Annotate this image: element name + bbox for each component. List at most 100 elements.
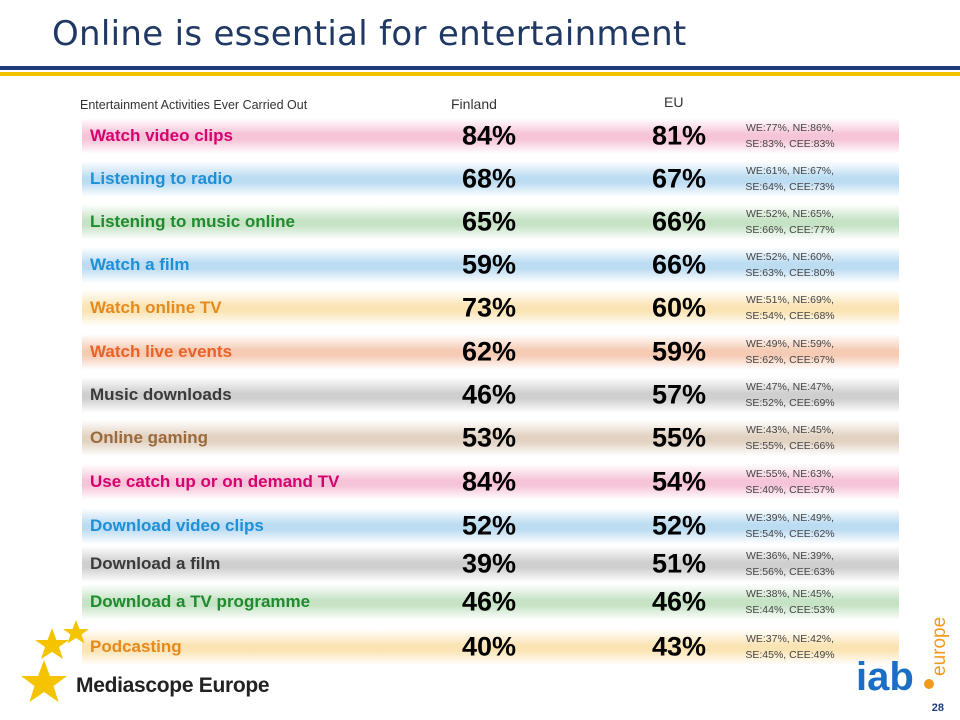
region-breakdown-line: SE:52%, CEE:69% — [745, 397, 835, 409]
activity-row: Watch live events 62% 59% WE:49%, NE:59%, SE… — [82, 334, 899, 370]
finland-value: 59% — [462, 249, 517, 280]
finland-value: 73% — [462, 292, 517, 323]
region-breakdown-line: WE:61%, NE:67%, — [745, 165, 835, 177]
activity-label: Listening to radio — [90, 169, 233, 188]
eu-value: 66% — [652, 206, 707, 237]
region-breakdown-line: SE:66%, CEE:77% — [745, 224, 835, 236]
finland-value: 62% — [462, 336, 517, 367]
activity-row: Watch a film 59% 66% WE:52%, NE:60%, SE:63%,… — [82, 247, 899, 283]
title-rule-yellow — [0, 72, 960, 76]
region-breakdown: WE:61%, NE:67%, SE:64%, CEE:73% — [740, 163, 840, 195]
activity-label: Watch a film — [90, 255, 190, 274]
activity-row: Listening to radio 68% 67% WE:61%, NE:67%, S… — [82, 161, 899, 197]
mediascope-brand: Mediascope Europe — [76, 674, 270, 697]
finland-value: 65% — [462, 206, 517, 237]
region-breakdown: WE:36%, NE:39%, SE:56%, CEE:63% — [740, 548, 840, 580]
region-breakdown-line: WE:77%, NE:86%, — [745, 122, 835, 134]
iab-europe-text: europe — [929, 617, 950, 676]
finland-value: 84% — [462, 466, 517, 497]
activity-row: Watch video clips 84% 81% WE:77%, NE:86%, SE… — [82, 118, 899, 154]
region-breakdown-line: WE:38%, NE:45%, — [745, 588, 835, 600]
title-rule-blue — [0, 66, 960, 70]
eu-value: 54% — [652, 466, 707, 497]
activity-row: Download video clips 52% 52% WE:39%, NE:49%… — [82, 508, 899, 544]
eu-value: 43% — [652, 631, 707, 662]
region-breakdown-line: WE:36%, NE:39%, — [745, 550, 835, 562]
region-breakdown-line: SE:62%, CEE:67% — [745, 354, 835, 366]
region-breakdown: WE:51%, NE:69%, SE:54%, CEE:68% — [740, 292, 840, 324]
region-breakdown: WE:47%, NE:47%, SE:52%, CEE:69% — [740, 379, 840, 411]
activity-label: Listening to music online — [90, 212, 295, 231]
region-breakdown: WE:55%, NE:63%, SE:40%, CEE:57% — [740, 466, 840, 498]
activity-label: Online gaming — [90, 428, 209, 447]
activity-label: Download video clips — [90, 516, 264, 535]
star-icon — [63, 620, 89, 644]
eu-value: 57% — [652, 379, 707, 410]
finland-value: 46% — [462, 379, 517, 410]
region-breakdown-line: SE:40%, CEE:57% — [745, 484, 835, 496]
region-breakdown-line: WE:43%, NE:45%, — [745, 424, 835, 436]
region-breakdown-line: WE:49%, NE:59%, — [745, 338, 835, 350]
eu-value: 51% — [652, 548, 707, 579]
activity-row: Listening to music online 65% 66% WE:52%, N… — [82, 204, 899, 240]
finland-value: 53% — [462, 422, 517, 453]
iab-letters: iab — [856, 655, 914, 699]
region-breakdown-line: SE:54%, CEE:68% — [745, 310, 835, 322]
activity-row: Watch online TV 73% 60% WE:51%, NE:69%, SE:5… — [82, 290, 899, 326]
region-breakdown-line: SE:45%, CEE:49% — [745, 649, 835, 661]
region-breakdown-line: SE:55%, CEE:66% — [745, 440, 835, 452]
finland-value: 52% — [462, 510, 517, 541]
page-title: Online is essential for entertainment — [52, 14, 687, 54]
finland-value: 46% — [462, 586, 517, 617]
star-icon — [35, 628, 69, 659]
region-breakdown-line: WE:37%, NE:42%, — [745, 633, 835, 645]
finland-value: 84% — [462, 120, 517, 151]
region-breakdown: WE:39%, NE:49%, SE:54%, CEE:62% — [740, 510, 840, 542]
eu-value: 81% — [652, 120, 707, 151]
finland-value: 68% — [462, 163, 517, 194]
region-breakdown-line: SE:83%, CEE:83% — [745, 138, 835, 150]
activity-label: Download a film — [90, 554, 221, 573]
page-number: 28 — [931, 702, 944, 714]
region-breakdown-line: WE:52%, NE:65%, — [745, 208, 835, 220]
activity-label: Watch online TV — [90, 298, 222, 317]
region-breakdown-line: SE:44%, CEE:53% — [745, 604, 835, 616]
eu-value: 52% — [652, 510, 707, 541]
eu-value: 46% — [652, 586, 707, 617]
eu-value: 60% — [652, 292, 707, 323]
eu-header: EU — [664, 94, 684, 110]
activity-row: Podcasting 40% 43% WE:37%, NE:42%, SE:45%, C… — [82, 629, 899, 665]
finland-header: Finland — [451, 96, 497, 112]
eu-stars-logo — [21, 620, 89, 702]
region-breakdown: WE:52%, NE:60%, SE:63%, CEE:80% — [740, 249, 840, 281]
region-breakdown-line: SE:64%, CEE:73% — [745, 181, 835, 193]
region-breakdown-line: SE:54%, CEE:62% — [745, 528, 835, 540]
iab-dot — [924, 679, 934, 689]
activity-label: Music downloads — [90, 385, 232, 404]
region-breakdown: WE:52%, NE:65%, SE:66%, CEE:77% — [740, 206, 840, 238]
finland-value: 39% — [462, 548, 517, 579]
activity-label: Use catch up or on demand TV — [90, 472, 340, 491]
activity-row: Use catch up or on demand TV 84% 54% WE:55%… — [82, 464, 899, 500]
region-breakdown: WE:43%, NE:45%, SE:55%, CEE:66% — [740, 422, 840, 454]
region-breakdown: WE:38%, NE:45%, SE:44%, CEE:53% — [740, 586, 840, 618]
eu-value: 67% — [652, 163, 707, 194]
region-breakdown-line: WE:47%, NE:47%, — [745, 381, 835, 393]
iab-europe-logo: iab europe — [856, 617, 950, 699]
region-breakdown-line: WE:51%, NE:69%, — [745, 294, 835, 306]
activity-row: Download a film 39% 51% WE:36%, NE:39%, SE:5… — [82, 546, 899, 582]
activity-label: Podcasting — [90, 637, 182, 656]
star-icon — [21, 660, 67, 702]
activity-row: Music downloads 46% 57% WE:47%, NE:47%, SE:5… — [82, 377, 899, 413]
finland-value: 40% — [462, 631, 517, 662]
eu-value: 66% — [652, 249, 707, 280]
region-breakdown-line: SE:63%, CEE:80% — [745, 267, 835, 279]
activity-row: Online gaming 53% 55% WE:43%, NE:45%, SE:55%… — [82, 420, 899, 456]
region-breakdown: WE:77%, NE:86%, SE:83%, CEE:83% — [740, 120, 840, 152]
region-breakdown-line: SE:56%, CEE:63% — [745, 566, 835, 578]
region-breakdown: WE:49%, NE:59%, SE:62%, CEE:67% — [740, 336, 840, 368]
eu-value: 55% — [652, 422, 707, 453]
region-breakdown-line: WE:52%, NE:60%, — [745, 251, 835, 263]
activity-label: Watch live events — [90, 342, 233, 361]
activities-header: Entertainment Activities Ever Carried Ou… — [80, 98, 308, 112]
